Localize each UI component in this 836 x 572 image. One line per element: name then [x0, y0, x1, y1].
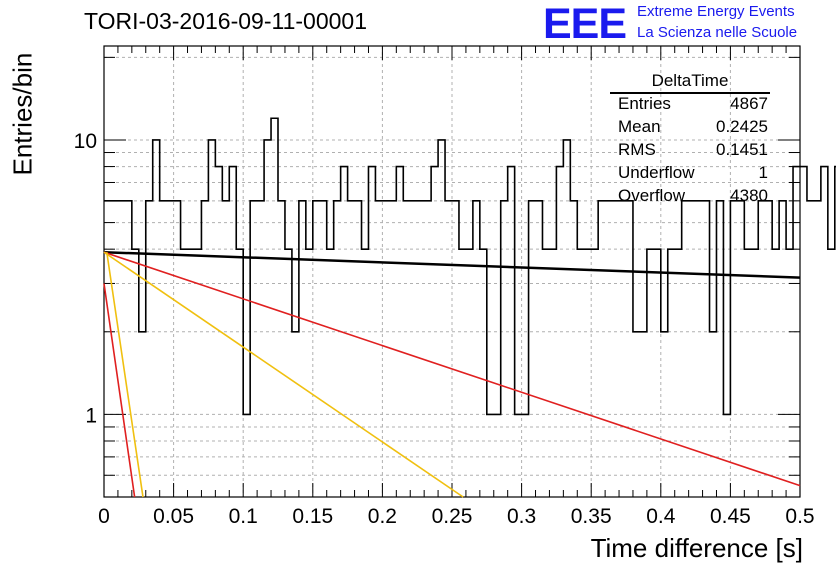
x-tick-label: 0.35 — [571, 505, 612, 528]
x-tick-label: 0.3 — [507, 505, 536, 528]
fit-curve-3 — [103, 251, 464, 498]
stats-box: DeltaTime Entries 4867 Mean 0.2425 RMS 0.14… — [610, 70, 780, 209]
y-axis-label: Entries/bin — [7, 52, 38, 176]
x-tick-label: 0.1 — [229, 505, 258, 528]
x-tick-label: 0.5 — [785, 505, 814, 528]
fit-curve-2 — [103, 251, 801, 487]
stats-row-underflow: Underflow 1 — [618, 163, 768, 182]
y-tick-label: 10 — [74, 130, 97, 153]
logo-subtitle-2: La Scienza nelle Scuole — [637, 24, 798, 41]
fit-curve-4 — [105, 252, 144, 498]
stats-title: DeltaTime — [610, 70, 770, 94]
y-tick-label: 1 — [85, 404, 97, 427]
x-axis-label: Time difference [s] — [590, 533, 803, 563]
x-tick-label: 0.45 — [710, 505, 751, 528]
stats-row-overflow: Overflow 4380 — [618, 186, 768, 205]
fit-curve-1 — [103, 250, 801, 279]
eee-logo: EEE — [543, 0, 627, 48]
x-tick-label: 0.05 — [153, 505, 194, 528]
stats-row-entries: Entries 4867 — [618, 94, 768, 113]
x-tick-label: 0.2 — [368, 505, 397, 528]
stats-row-mean: Mean 0.2425 — [618, 117, 768, 136]
x-tick-label: 0.25 — [432, 505, 473, 528]
stats-row-rms: RMS 0.1451 — [618, 140, 768, 159]
x-tick-label: 0.15 — [292, 505, 333, 528]
logo-subtitle-1: Extreme Energy Events — [637, 3, 795, 20]
x-tick-label: 0.4 — [646, 505, 676, 528]
run-title: TORI-03-2016-09-11-00001 — [84, 8, 367, 34]
histogram-series — [104, 117, 836, 416]
fit-curve-5 — [103, 283, 136, 498]
x-tick-label: 0 — [98, 505, 110, 528]
